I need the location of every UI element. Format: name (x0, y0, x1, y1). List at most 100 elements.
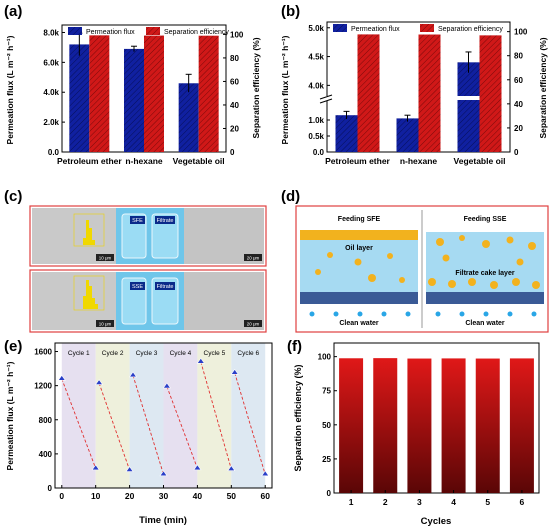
flux-decline-lines (61, 361, 266, 475)
legend-label-eff-b: Separation efficiency (438, 26, 503, 33)
y-tick-label-left-b: 0.0 (313, 148, 325, 157)
x-tick-label-f: 2 (383, 497, 388, 507)
decline-line (98, 382, 131, 471)
panel-label-b: (b) (281, 3, 300, 20)
efficiency-bar-f (441, 358, 466, 493)
cycle-label: Cycle 5 (204, 350, 226, 357)
y-tick-label-e: 800 (39, 416, 53, 425)
decline-line (132, 375, 164, 475)
y-tick-label-left-b: 4.0k (308, 81, 324, 90)
tag-sse: SSE (132, 284, 143, 290)
y-tick-label-right-a: 100 (230, 30, 244, 39)
y-tick-label-e: 400 (39, 450, 53, 459)
oil-layer-band (300, 230, 418, 240)
schematic-left: Feeding SFE Oil layer Clean water (300, 210, 418, 328)
y-tick-label-right-b: 0 (514, 148, 519, 157)
efficiency-bar-b (479, 35, 502, 152)
y-axis-label-f: Separation efficiency (%) (293, 364, 303, 471)
legend-label-flux-b: Permeation flux (351, 26, 400, 33)
x-category-label-a: Vegetable oil (173, 156, 225, 166)
y-tick-label-f: 50 (322, 421, 331, 430)
size-histogram-top (73, 213, 105, 247)
decline-line (166, 386, 198, 469)
flux-point (128, 371, 138, 378)
y-axis-label-e: Permeation flux (L m⁻² h⁻¹) (5, 361, 15, 470)
efficiency-bar-a (198, 35, 219, 152)
y-tick-label-f: 75 (322, 387, 331, 396)
y-axis-label-left-a: Permeation flux (L m⁻² h⁻¹) (5, 35, 15, 144)
cycle-label: Cycle 6 (237, 350, 259, 357)
y-tick-label-right-b: 80 (514, 52, 523, 61)
clean-water-label-right: Clean water (465, 320, 505, 327)
plot-frame-f (333, 342, 540, 494)
panel-label-a: (a) (4, 3, 22, 20)
x-categories-a: Petroleum ether n-hexane Vegetable oil (57, 156, 225, 166)
x-tick-label-f: 5 (485, 497, 490, 507)
x-axis-label-f: Cycles (421, 516, 452, 527)
flux-point (95, 379, 104, 385)
micrograph-row-top: SFE Filtrate 10 μm 20 μm (29, 205, 267, 267)
x-tick-label-f: 4 (451, 497, 456, 507)
x-category-label-b: Petroleum ether (325, 156, 390, 166)
y-tick-label-left-a: 2.0k (43, 118, 59, 127)
x-category-label-b: Vegetable oil (454, 156, 506, 166)
efficiency-bar-b (418, 34, 441, 152)
scale-bar-1: 10 μm (99, 256, 112, 261)
efficiency-bar-f (339, 358, 364, 493)
decline-line (61, 378, 97, 469)
vial-filtrate-top (151, 213, 179, 259)
y-tick-label-left-b: 5.0k (308, 24, 324, 33)
efficiency-bar-b (357, 34, 380, 152)
y-tick-label-left-a: 4.0k (43, 88, 59, 97)
x-category-label-a: Petroleum ether (57, 156, 122, 166)
panel-label-f: (f) (287, 338, 302, 355)
cycle-bands (61, 343, 266, 488)
scale-bar-4: 20 μm (247, 322, 260, 327)
feed-label-right: Feeding SSE (464, 216, 507, 223)
bar-break-gap-b (457, 96, 480, 100)
y-tick-label-f: 100 (318, 353, 332, 362)
x-tick-label-e: 20 (125, 491, 135, 501)
y-tick-label-right-a: 20 (230, 124, 239, 133)
flux-bar-a (124, 48, 144, 152)
legend-swatch-eff-a (146, 27, 160, 35)
tag-box-sfe (130, 216, 145, 224)
flux-bar-b (396, 118, 419, 152)
panel-f: (f) 0 25 50 75 100 1 2 3 4 5 6 Separation efficie… (287, 338, 540, 527)
x-category-label-a: n-hexane (125, 156, 163, 166)
water-region-left (300, 240, 418, 292)
efficiency-bar-f (373, 358, 398, 493)
y-tick-label-right-a: 60 (230, 77, 239, 86)
flux-points (57, 357, 270, 477)
axis-break-b (314, 94, 333, 104)
tag-box-sse (130, 282, 145, 290)
x-tick-label-e: 0 (59, 491, 64, 501)
y-tick-label-right-b: 100 (514, 28, 528, 37)
y-ticks-right-b: 0 20 40 60 80 100 (507, 28, 528, 157)
flux-point (91, 464, 100, 471)
flux-bar-a (178, 83, 199, 152)
y-axis-label-left-b: Permeation flux (L m⁻² h⁻¹) (280, 35, 290, 144)
y-tick-label-f: 0 (327, 489, 332, 498)
feed-label-left: Feeding SFE (338, 216, 381, 223)
y-ticks-f: 0 25 50 75 100 (318, 353, 337, 498)
flux-point (57, 374, 66, 381)
efficiency-bar-f (407, 358, 432, 493)
panel-label-c: (c) (4, 188, 22, 205)
legend-swatch-flux-a (68, 27, 82, 35)
flux-point (125, 466, 134, 472)
efficiency-bar-a (89, 35, 110, 153)
schematic-right: Feeding SSE Filtrate cake layer Clean wa… (426, 210, 544, 328)
legend-swatch-flux-b (333, 24, 347, 32)
tag-sfe: SFE (132, 218, 143, 224)
y-tick-label-right-b: 40 (514, 100, 523, 109)
y-ticks-e: 0 400 800 1200 1600 (34, 348, 58, 493)
efficiency-bar-a (144, 35, 164, 153)
cycle-label: Cycle 1 (68, 350, 90, 357)
cycle-band (61, 343, 96, 488)
scale-bar-3: 10 μm (99, 322, 112, 327)
x-ticks-f: 1 2 3 4 5 6 (349, 490, 525, 507)
panel-b: (b) 4.0k 4.5k 5.0k 0.0 0.5k 1.0k 0 20 40 60 80 100… (280, 3, 548, 166)
